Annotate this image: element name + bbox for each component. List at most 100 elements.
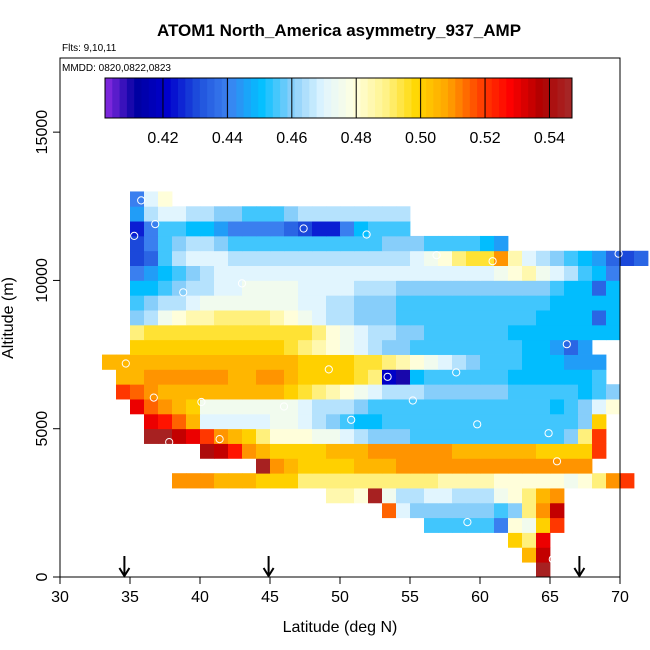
heatmap-cell	[550, 488, 565, 504]
heatmap-cell	[312, 354, 327, 370]
heatmap-cell	[228, 384, 243, 400]
colorbar-segment	[214, 78, 223, 118]
heatmap-cell	[284, 428, 299, 444]
heatmap-cell	[592, 265, 607, 281]
heatmap-cell	[158, 428, 173, 444]
heatmap-cell	[228, 443, 243, 459]
heatmap-cell	[410, 428, 425, 444]
heatmap-cell	[242, 235, 257, 252]
heatmap-cell	[228, 310, 243, 326]
colorbar-segment	[462, 78, 471, 118]
heatmap-cell	[144, 280, 159, 296]
heatmap-cell	[186, 235, 201, 252]
heatmap-cell	[494, 310, 509, 326]
colorbar-segment	[258, 78, 266, 118]
heatmap-cell	[396, 295, 411, 311]
heatmap-cell	[130, 206, 145, 222]
heatmap-cell	[592, 399, 607, 415]
heatmap-cell	[270, 221, 285, 237]
heatmap-cell	[396, 206, 411, 222]
colorbar-segment	[272, 78, 281, 118]
heatmap-cell	[354, 280, 369, 296]
heatmap-cell	[144, 428, 159, 444]
heatmap-cell	[410, 502, 425, 519]
heatmap-cell	[144, 221, 159, 237]
heatmap-cell	[228, 354, 243, 370]
colorbar-segment	[455, 78, 463, 118]
heatmap-cell	[186, 250, 201, 266]
heatmap-cell	[536, 502, 551, 519]
heatmap-cell	[438, 428, 453, 444]
heatmap-cell	[214, 250, 229, 266]
heatmap-cell	[172, 399, 187, 415]
heatmap-cell	[256, 458, 271, 474]
heatmap-cell	[312, 339, 327, 355]
colorbar-segment	[163, 78, 172, 118]
heatmap-cell	[522, 502, 537, 519]
heatmap-cell	[480, 354, 495, 370]
heatmap-cell	[592, 413, 607, 430]
heatmap-cell	[438, 413, 453, 430]
heatmap-cell	[578, 369, 593, 385]
heatmap-cell	[172, 413, 187, 430]
heatmap-cell	[508, 310, 523, 326]
colorbar-segment	[105, 78, 113, 118]
sample-point	[151, 220, 160, 229]
heatmap-cell	[382, 413, 397, 430]
heatmap-cell	[214, 310, 229, 326]
heatmap-cell	[536, 413, 551, 430]
heatmap-cell	[158, 354, 173, 370]
heatmap-cell	[368, 235, 383, 252]
colorbar-segment	[542, 78, 551, 118]
heatmap-cell	[494, 458, 509, 474]
heatmap-cell	[438, 280, 453, 296]
colorbar-segment	[302, 78, 310, 118]
heatmap-cell	[368, 413, 383, 430]
heatmap-cell	[256, 443, 271, 459]
heatmap-cell	[172, 221, 187, 237]
heatmap-cell	[200, 310, 215, 326]
heatmap-cell	[522, 488, 537, 504]
heatmap-cell	[424, 235, 439, 252]
heatmap-cell	[368, 324, 383, 341]
heatmap-cell	[354, 235, 369, 252]
heatmap-cell	[522, 399, 537, 415]
colorbar-segment	[126, 78, 135, 118]
heatmap-cell	[606, 473, 621, 489]
sample-point	[215, 435, 224, 444]
heatmap-cell	[326, 310, 341, 326]
heatmap-cell	[214, 369, 229, 385]
heatmap-cell	[130, 280, 145, 296]
heatmap-cell	[200, 206, 215, 222]
heatmap-cell	[326, 324, 341, 341]
heatmap-cell	[382, 339, 397, 355]
colorbar-segment	[520, 78, 529, 118]
heatmap-cell	[466, 324, 481, 341]
heatmap-cell	[424, 428, 439, 444]
heatmap-cell	[354, 473, 369, 489]
heatmap-cell	[298, 221, 313, 237]
heatmap-cell	[144, 191, 159, 207]
heatmap-cell	[480, 428, 495, 444]
heatmap-cell	[508, 458, 523, 474]
heatmap-cell	[186, 265, 201, 281]
heatmap-cell	[606, 295, 621, 311]
sample-point	[463, 518, 472, 527]
heatmap-cell	[228, 428, 243, 444]
heatmap-cell	[200, 473, 215, 489]
heatmap-cell	[326, 384, 341, 400]
heatmap-cell	[494, 295, 509, 311]
heatmap-cell	[340, 488, 355, 504]
heatmap-cell	[284, 399, 299, 415]
heatmap-cell	[256, 354, 271, 370]
heatmap-cell	[382, 399, 397, 415]
heatmap-cell	[438, 235, 453, 252]
heatmap-cell	[536, 250, 551, 266]
heatmap-cell	[270, 473, 285, 489]
heatmap-cell	[186, 384, 201, 400]
heatmap-cell	[312, 458, 327, 474]
heatmap-cell	[494, 250, 509, 266]
heatmap-cell	[396, 280, 411, 296]
heatmap-cell	[368, 250, 383, 266]
